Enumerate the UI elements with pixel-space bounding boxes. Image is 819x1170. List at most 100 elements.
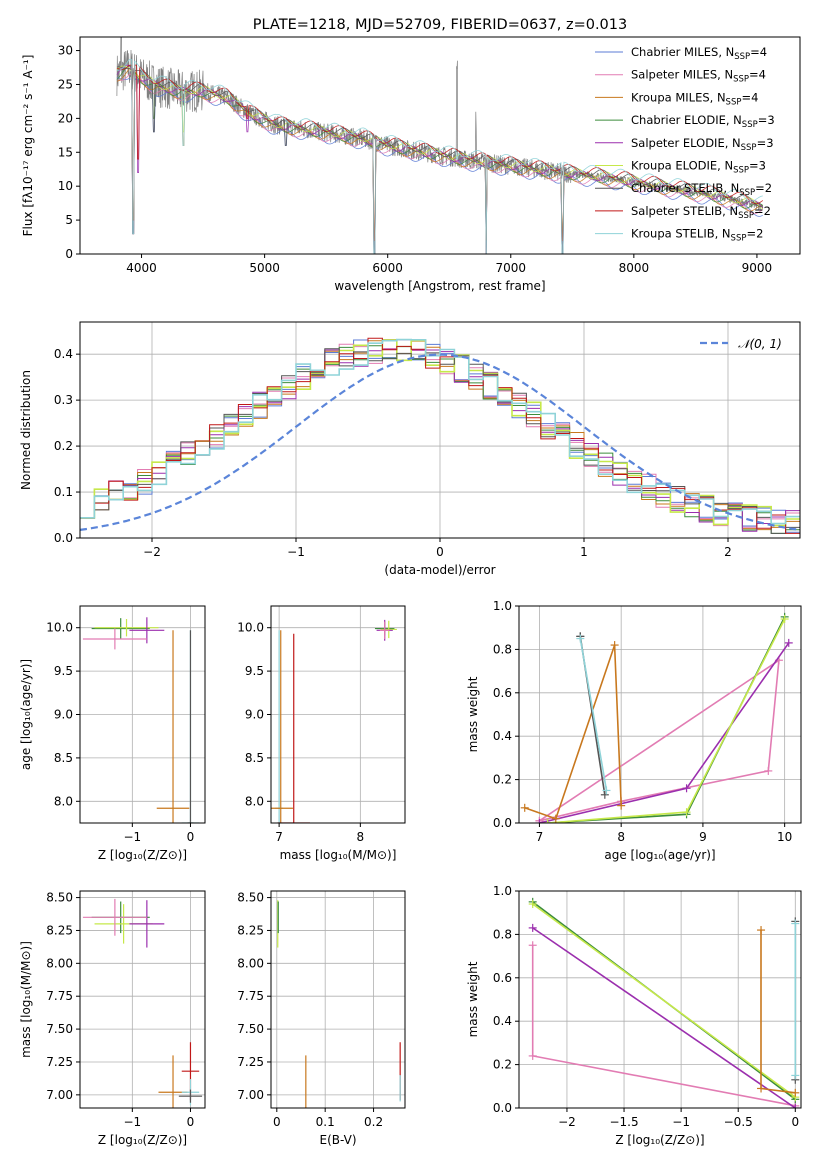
legend-suffix: =3	[758, 113, 775, 127]
data-point-errorbar	[91, 618, 150, 639]
mass-weight-marker	[600, 790, 609, 799]
legend-suffix: =3	[757, 136, 774, 150]
mass-weight-marker	[602, 786, 611, 795]
legend-entry-label: Salpeter MILES, NSSP=4	[631, 68, 766, 85]
y-tick-label: 7.00	[237, 1088, 264, 1102]
model-spectrum-line	[116, 59, 763, 254]
y-tick-label: 0.8	[493, 642, 512, 656]
mass-weight-marker	[543, 819, 552, 823]
y-tick-label: 7.25	[237, 1055, 264, 1069]
legend-subscript: SSP	[733, 75, 749, 85]
legend-name: Salpeter STELIB, N	[631, 204, 738, 218]
legend-suffix: =2	[755, 181, 772, 195]
legend-suffix: =4	[750, 45, 767, 59]
legend-name: Chabrier MILES, N	[631, 45, 734, 59]
y-tick-label: 15	[58, 145, 73, 159]
y-tick-label: 7.75	[237, 989, 264, 1003]
mass-weight-marker	[784, 638, 793, 647]
legend-entry-label: Kroupa STELIB, NSSP=2	[631, 227, 763, 244]
axes-frame	[270, 890, 406, 1109]
data-point-errorbar	[380, 620, 397, 639]
mass-weight-marker	[757, 1084, 766, 1093]
y-tick-label: 5	[65, 213, 73, 227]
legend-entry-label: Chabrier ELODIE, NSSP=3	[631, 113, 775, 130]
y-tick-label: 0.1	[54, 485, 73, 499]
mass-weight-marker	[791, 1088, 800, 1097]
mass-weight-marker	[520, 803, 529, 812]
y-tick-label: 9.5	[54, 664, 73, 678]
axes-frame	[79, 605, 206, 824]
mass-weight-marker	[764, 766, 773, 775]
legend-name: Kroupa STELIB, N	[631, 227, 731, 241]
axes-frame	[518, 890, 802, 1109]
mass-weight-marker	[528, 900, 537, 909]
x-tick-label: 0	[273, 1115, 281, 1129]
x-tick-label: −0.5	[724, 1115, 753, 1129]
x-axis-label: E(B-V)	[319, 1133, 356, 1147]
x-axis-label: Z [log₁₀(Z/Z⊙)]	[615, 1133, 704, 1147]
y-tick-label: 7.00	[46, 1088, 73, 1102]
x-tick-label: 6000	[372, 261, 403, 275]
y-axis-label: mass [log₁₀(M/M⊙)]	[19, 941, 33, 1058]
plot-area	[80, 322, 800, 538]
axes-frame	[79, 36, 801, 255]
x-tick-label: 0	[187, 830, 195, 844]
x-axis-label: mass [log₁₀(M/M⊙)]	[280, 848, 397, 862]
mass-weight-line	[579, 638, 608, 791]
data-point-errorbar	[379, 621, 390, 639]
y-tick-label: 0.0	[54, 531, 73, 545]
data-point-errorbar	[271, 630, 293, 823]
y-tick-label: 10.0	[237, 621, 264, 635]
y-tick-label: 0.2	[54, 439, 73, 453]
legend-name: Kroupa ELODIE, N	[631, 159, 733, 173]
mass-weight-marker	[535, 819, 544, 823]
y-tick-label: 7.75	[46, 989, 73, 1003]
data-point-errorbar	[94, 619, 159, 637]
data-point-errorbar	[277, 633, 310, 823]
age-vs-mass-panel: 7 8 8.0 8.5 9.0 9.5 10.0 mass [log₁₀(M/M⊙)]	[237, 605, 406, 862]
age-vs-metallicity-panel: −1 0 8.0 8.5 9.0 9.5 10.0 Z [log₁₀(Z/Z⊙)] age [l…	[19, 605, 206, 862]
x-tick-label: 2	[724, 545, 732, 559]
mass-weight-marker	[682, 784, 691, 793]
legend-suffix: =3	[749, 159, 766, 173]
y-axis-label: age [log₁₀(age/yr)]	[19, 659, 33, 770]
y-tick-label: 8.5	[245, 751, 264, 765]
y-tick-label: 1.0	[493, 884, 512, 898]
x-tick-label: −1	[672, 1115, 690, 1129]
mass-weight-line	[760, 930, 796, 1094]
legend-subscript: SSP	[738, 211, 754, 221]
y-tick-label: 7.50	[237, 1022, 264, 1036]
x-tick-label: 0	[791, 1115, 799, 1129]
y-tick-label: 0.6	[493, 971, 512, 985]
x-tick-label: −1	[287, 545, 305, 559]
data-point-errorbar	[178, 1089, 203, 1103]
plot-area	[519, 891, 801, 1108]
mass-weight-marker	[757, 926, 766, 935]
x-axis-label: Z [log₁₀(Z/Z⊙)]	[98, 848, 187, 862]
axes-frame	[79, 321, 801, 539]
mass-vs-metallicity-panel: −1 0 7.00 7.25 7.50 7.75 8.00 8.25 8.50 Z [log₁₀(…	[19, 890, 206, 1147]
legend-name: Salpeter MILES, N	[631, 68, 733, 82]
x-tick-label: 0	[436, 545, 444, 559]
plot-area	[271, 891, 405, 1108]
mass-weight-marker	[528, 1051, 537, 1060]
legend-entry-label: Kroupa ELODIE, NSSP=3	[631, 159, 766, 176]
observed-spectrum-line	[116, 37, 764, 211]
y-tick-label: 8.0	[54, 794, 73, 808]
y-tick-label: 0.4	[54, 347, 73, 361]
x-tick-label: 7	[536, 830, 544, 844]
x-tick-label: 7	[275, 830, 283, 844]
legend-entry-label: Chabrier MILES, NSSP=4	[631, 45, 767, 62]
mass-weight-line	[532, 927, 796, 1108]
y-tick-label: 30	[58, 44, 73, 58]
gaussian-reference-curve	[80, 353, 798, 531]
y-tick-label: 8.50	[237, 891, 264, 905]
y-axis-label: mass weight	[466, 961, 480, 1037]
y-tick-label: 0.3	[54, 393, 73, 407]
legend-entry-label: Salpeter ELODIE, NSSP=3	[631, 136, 774, 153]
x-tick-label: 8000	[619, 261, 650, 275]
y-tick-label: 9.0	[245, 708, 264, 722]
chart-title: PLATE=1218, MJD=52709, FIBERID=0637, z=0…	[253, 17, 627, 33]
y-tick-label: 25	[58, 77, 73, 91]
